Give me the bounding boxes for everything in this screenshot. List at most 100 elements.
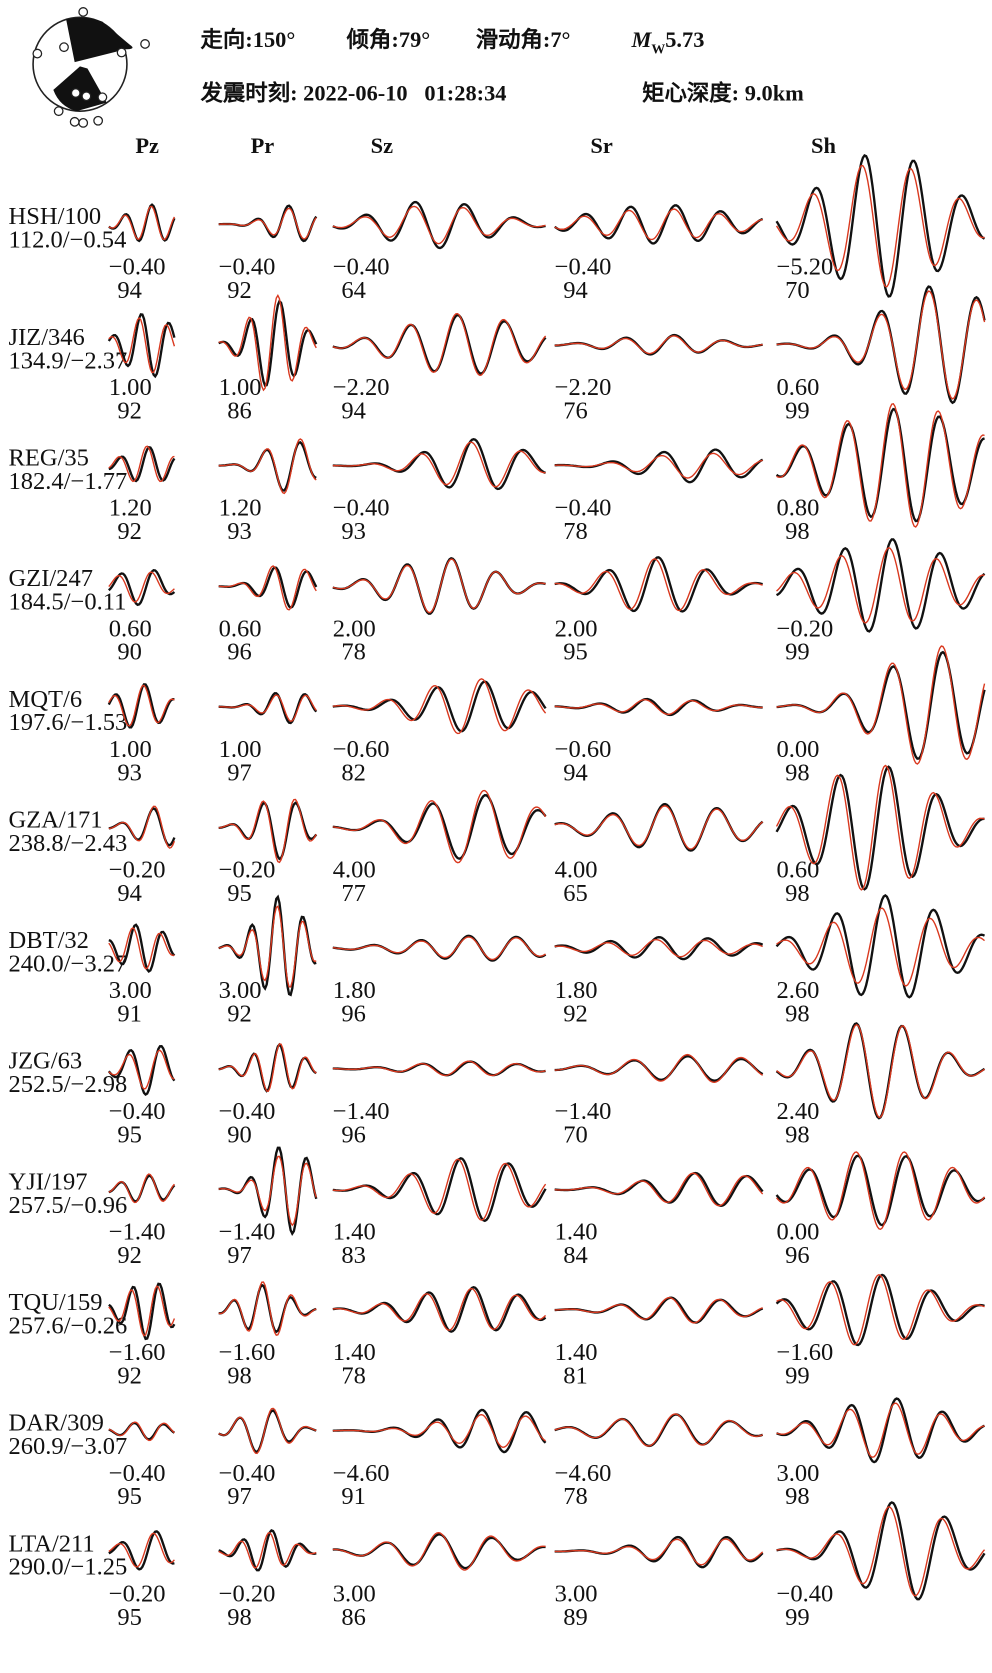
observed-waveform: [108, 1282, 176, 1341]
time-shift: −0.40: [555, 495, 612, 522]
synthetic-waveform: [108, 445, 175, 483]
correlation: 96: [227, 639, 252, 666]
correlation: 99: [785, 397, 810, 424]
observed-waveform: [775, 407, 985, 523]
correlation: 70: [785, 277, 810, 304]
correlation: 78: [563, 518, 588, 545]
correlation: 95: [563, 639, 588, 666]
column-header: Sh: [811, 133, 836, 158]
time-shift: 0.60: [109, 615, 152, 642]
synthetic-waveform: [554, 938, 763, 958]
time-shift: −0.20: [109, 857, 166, 884]
time-shift: −0.20: [777, 615, 834, 642]
correlation: 92: [117, 518, 142, 545]
synthetic-waveform: [776, 645, 986, 765]
time-shift: 2.60: [777, 977, 820, 1004]
observed-waveform: [332, 934, 547, 962]
synthetic-waveform: [108, 316, 176, 374]
correlation: 92: [117, 1242, 142, 1269]
time-shift: −1.40: [219, 1218, 276, 1245]
time-shift: −1.40: [333, 1098, 390, 1125]
station-info: 257.6/−0.26: [9, 1312, 128, 1339]
magnitude-value: 5.73: [665, 27, 704, 52]
observed-waveform: [107, 683, 175, 729]
rake: 滑动角:7°: [476, 26, 571, 52]
time-shift: 3.00: [333, 1580, 376, 1607]
synthetic-waveform: [332, 313, 547, 377]
synthetic-waveform: [332, 1287, 547, 1331]
station-name: HSH/100: [9, 203, 102, 230]
correlation: 96: [341, 1121, 366, 1148]
time-shift: −1.40: [109, 1218, 166, 1245]
time-shift: 4.00: [333, 857, 376, 884]
synthetic-waveform: [108, 927, 175, 970]
correlation: 65: [563, 880, 588, 907]
station-name: JZG/63: [9, 1048, 83, 1075]
column-header: Sr: [590, 133, 612, 158]
synthetic-waveform: [218, 438, 317, 495]
synthetic-waveform: [218, 1281, 317, 1336]
synthetic-waveform: [332, 1158, 547, 1221]
observed-waveform: [554, 1171, 764, 1207]
synthetic-waveform: [332, 936, 546, 961]
station-info: 134.9/−2.37: [9, 347, 128, 374]
time-shift: 2.40: [777, 1098, 820, 1125]
synthetic-waveform: [554, 208, 763, 241]
correlation: 86: [227, 397, 252, 424]
time-shift: −0.60: [555, 736, 612, 763]
station-info: 184.5/−0.11: [9, 589, 127, 616]
time-shift: −0.20: [219, 1580, 276, 1607]
time-shift: −0.40: [219, 253, 276, 280]
correlation: 97: [227, 759, 252, 786]
correlation: 78: [341, 1363, 366, 1390]
observed-waveform: [776, 1501, 986, 1601]
synthetic-waveform: [332, 441, 546, 488]
time-shift: 2.00: [555, 615, 598, 642]
correlation: 86: [341, 1604, 366, 1631]
station-info: 182.4/−1.77: [9, 468, 128, 495]
synthetic-waveform: [776, 907, 985, 987]
correlation: 94: [117, 277, 142, 304]
observed-waveform: [775, 538, 986, 633]
station-name: REG/35: [9, 445, 89, 472]
time-shift: −1.60: [777, 1339, 834, 1366]
correlation: 93: [117, 759, 142, 786]
synthetic-waveform: [218, 207, 317, 240]
synthetic-waveform: [554, 1053, 764, 1083]
centroid-depth: 矩心深度: 9.0km: [642, 80, 804, 106]
station-name: GZA/171: [9, 806, 103, 833]
synthetic-waveform: [776, 402, 985, 528]
synthetic-waveform: [218, 1043, 317, 1092]
synthetic-waveform: [108, 1421, 175, 1442]
time-shift: 1.40: [333, 1218, 376, 1245]
correlation: 78: [563, 1483, 588, 1510]
time-shift: 4.00: [555, 857, 598, 884]
correlation: 94: [563, 277, 588, 304]
correlation: 76: [563, 397, 588, 424]
time-shift: −0.40: [777, 1580, 834, 1607]
station-info: 240.0/−3.27: [9, 951, 128, 978]
time-shift: 1.40: [555, 1218, 598, 1245]
time-shift: 3.00: [777, 1460, 820, 1487]
synthetic-waveform: [108, 205, 176, 241]
dip: 倾角:79°: [346, 26, 431, 52]
time-shift: −0.60: [333, 736, 390, 763]
correlation: 98: [785, 1121, 810, 1148]
time-shift: −0.20: [109, 1580, 166, 1607]
station-info: 290.0/−1.25: [9, 1554, 128, 1581]
observed-waveform: [554, 1413, 764, 1448]
station-name: GZI/247: [9, 565, 93, 592]
correlation: 98: [785, 1001, 810, 1028]
synthetic-waveform: [554, 1538, 764, 1566]
station-name: YJI/197: [9, 1168, 88, 1195]
time-shift: 3.00: [219, 977, 262, 1004]
synthetic-waveform: [776, 1506, 986, 1597]
time-shift: 1.80: [333, 977, 376, 1004]
correlation: 82: [341, 759, 366, 786]
synthetic-waveform: [775, 764, 985, 891]
time-shift: 1.00: [219, 374, 262, 401]
correlation: 89: [563, 1604, 588, 1631]
time-shift: −1.60: [219, 1339, 276, 1366]
time-shift: −4.60: [555, 1460, 612, 1487]
time-shift: −5.20: [777, 253, 834, 280]
